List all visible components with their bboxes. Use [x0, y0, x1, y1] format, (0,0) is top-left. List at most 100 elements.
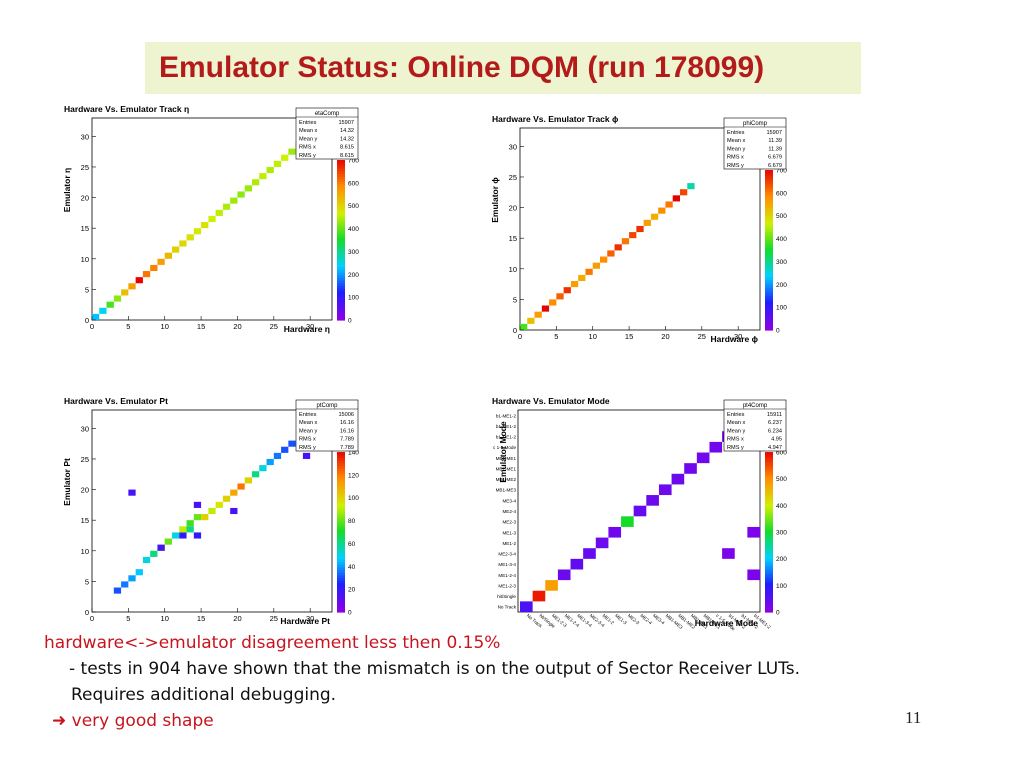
heatmap-cell	[556, 293, 564, 300]
colorbar-segment	[765, 266, 773, 270]
heatmap-cell	[541, 305, 550, 312]
heatmap-cell	[215, 209, 223, 216]
heatmap-cell	[709, 441, 723, 453]
x-axis-title: Hardware Mode	[695, 618, 759, 628]
stats-box	[723, 117, 787, 170]
colorbar-segment	[765, 572, 773, 576]
heatmap-cell	[135, 569, 143, 576]
heatmap-cell	[113, 295, 122, 302]
colorbar-segment	[337, 221, 345, 225]
heatmap-cell	[266, 166, 274, 174]
stats-key: Mean y	[299, 136, 318, 142]
stats-box	[295, 107, 359, 160]
stats-key: RMS y	[299, 445, 316, 451]
colorbar-segment	[765, 513, 773, 517]
colorbar-label: 500	[348, 203, 359, 210]
colorbar-segment	[337, 274, 345, 278]
heatmap-cell	[201, 514, 209, 521]
y-category-label: hit/Single	[497, 594, 516, 599]
stats-box	[723, 399, 787, 452]
stats-value: 6.679	[768, 163, 782, 169]
y-category-label: ME1-2-4	[498, 573, 516, 578]
colorbar-segment	[765, 534, 773, 538]
colorbar-label: 120	[348, 472, 359, 479]
heatmap-cell	[563, 287, 571, 294]
y-tick-label: 15	[81, 516, 89, 525]
colorbar-segment	[337, 452, 345, 456]
colorbar-segment	[337, 521, 345, 525]
heatmap-cell	[252, 471, 260, 478]
colorbar-segment	[337, 553, 345, 557]
colorbar-segment	[337, 178, 345, 182]
colorbar-segment	[765, 561, 773, 565]
heatmap-cell	[193, 228, 202, 235]
colorbar-segment	[337, 473, 345, 477]
colorbar-segment	[337, 532, 345, 536]
colorbar-segment	[337, 261, 345, 265]
colorbar-segment	[765, 244, 773, 248]
y-category-label: MB1-ME3	[496, 488, 517, 493]
heatmap-cell	[142, 556, 151, 564]
colorbar-segment	[765, 180, 773, 184]
colorbar-segment	[765, 596, 773, 600]
colorbar-segment	[337, 277, 345, 281]
x-tick-label: 25	[698, 332, 706, 341]
y-category-label: ME1-2	[502, 541, 516, 546]
chart-title: Hardware Vs. Emulator Mode	[492, 396, 610, 406]
y-tick-label: 20	[81, 486, 89, 495]
colorbar-segment	[337, 481, 345, 485]
x-tick-label: 25	[270, 322, 278, 331]
heatmap-cell	[607, 250, 615, 257]
heatmap-cell	[671, 473, 685, 485]
colorbar-segment	[765, 252, 773, 256]
colorbar-segment	[765, 593, 773, 597]
heatmap-cell	[172, 532, 180, 539]
heatmap-cell	[665, 201, 673, 208]
colorbar-segment	[765, 521, 773, 525]
colorbar-segment	[337, 561, 345, 565]
x-category-label: ME1-3	[614, 613, 628, 626]
heatmap-cell	[201, 222, 209, 229]
colorbar-segment	[765, 242, 773, 246]
heatmap-cell	[545, 580, 558, 591]
stats-key: Mean x	[299, 128, 318, 134]
y-category-label: c 1-5 Mode	[493, 445, 516, 450]
y-category-label: ME2-4	[502, 509, 516, 514]
colorbar-segment	[765, 460, 773, 464]
heatmap-cell	[592, 262, 600, 269]
chart-title: Hardware Vs. Emulator Pt	[64, 396, 168, 406]
colorbar-segment	[765, 183, 773, 187]
x-tick-label: 20	[233, 322, 241, 331]
chart-pt: Hardware Vs. Emulator Pt 0 5 10 15 20 25 30 0 5 10…	[60, 392, 360, 637]
colorbar-segment	[765, 292, 773, 296]
colorbar-segment	[765, 319, 773, 323]
heatmap-cell	[687, 183, 695, 190]
colorbar-segment	[765, 452, 773, 456]
colorbar-segment	[337, 476, 345, 480]
colorbar-segment	[765, 518, 773, 522]
colorbar-segment	[337, 529, 345, 533]
colorbar-segment	[337, 186, 345, 190]
colorbar-segment	[765, 580, 773, 584]
y-tick-label: 30	[81, 424, 89, 433]
heatmap-cell	[747, 526, 760, 538]
colorbar-segment	[765, 532, 773, 536]
y-tick-label: 15	[509, 234, 517, 243]
heatmap-cell	[179, 532, 187, 539]
colorbar-segment	[337, 590, 345, 594]
heatmap-cell	[252, 179, 260, 186]
colorbar-segment	[337, 266, 345, 270]
heatmap-cell	[150, 264, 158, 272]
heatmap-cell	[186, 234, 194, 241]
colorbar-segment	[337, 574, 345, 578]
colorbar-segment	[337, 245, 345, 249]
colorbar-segment	[337, 566, 345, 570]
heatmap-cell	[208, 507, 216, 515]
colorbar-segment	[765, 470, 773, 474]
colorbar-segment	[337, 593, 345, 597]
colorbar-segment	[337, 494, 345, 498]
colorbar-segment	[337, 296, 345, 300]
heatmap-cell	[222, 495, 231, 502]
heatmap-cell	[680, 189, 688, 196]
colorbar-segment	[765, 574, 773, 578]
